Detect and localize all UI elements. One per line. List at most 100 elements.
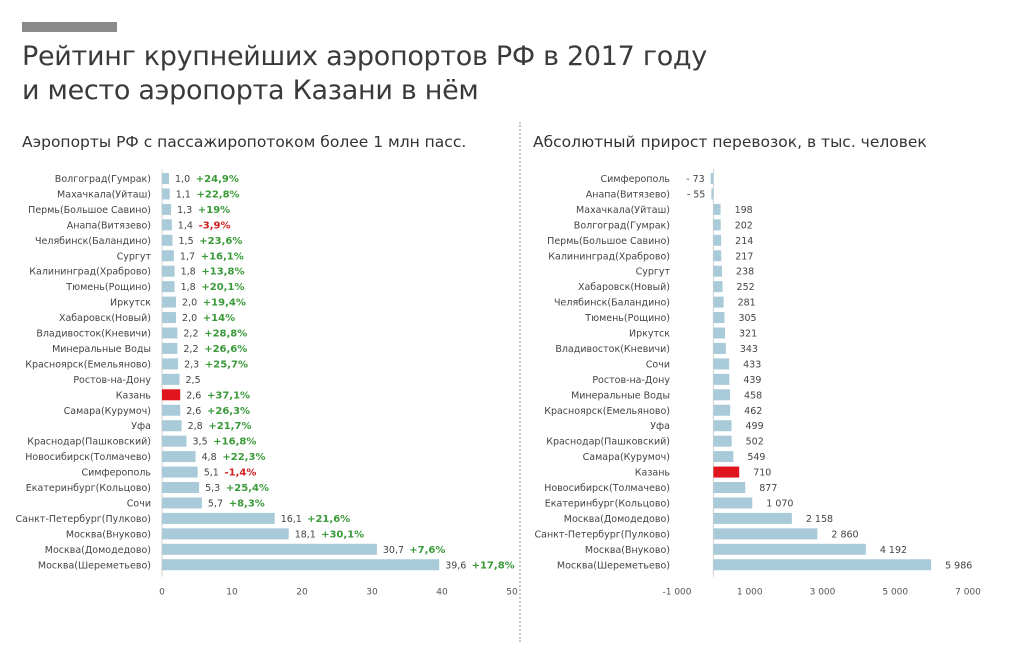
right-bar <box>713 528 818 540</box>
left-category-label: Санкт-Петербург(Пулково) <box>16 514 151 525</box>
right-bar <box>713 234 722 246</box>
right-value-label: 549 <box>747 452 765 463</box>
right-category-label: Екатеринбург(Кольцово) <box>545 498 670 509</box>
right-bar <box>713 404 731 416</box>
left-growth-label: +8,3% <box>229 498 265 509</box>
left-value-label: 1,8 <box>181 267 196 278</box>
right-bar <box>710 173 714 184</box>
left-growth-label: +21,7% <box>208 421 251 432</box>
left-value-label: 2,0 <box>182 298 197 309</box>
left-category-label: Новосибирск(Толмачево) <box>25 452 151 463</box>
left-growth-label: +16,8% <box>213 437 256 448</box>
left-bar <box>162 435 187 447</box>
left-category-label: Москва(Домодедово) <box>45 545 151 556</box>
right-value-label: 198 <box>735 205 753 216</box>
left-bar <box>162 188 170 200</box>
right-bar <box>713 342 726 354</box>
left-x-tick-label: 20 <box>296 588 308 598</box>
left-value-label: 1,8 <box>181 282 196 293</box>
right-category-label: Минеральные Воды <box>571 390 670 401</box>
left-category-label: Самара(Курумоч) <box>64 406 151 417</box>
right-bar <box>713 219 721 231</box>
left-category-label: Краснодар(Пашковский) <box>27 437 151 448</box>
left-growth-label: +14% <box>203 313 235 324</box>
right-value-label: 462 <box>744 406 762 417</box>
left-category-label: Калининград(Храброво) <box>29 267 151 278</box>
right-value-label: 2 158 <box>806 514 833 525</box>
right-category-label: Анапа(Витязево) <box>586 189 670 200</box>
left-value-label: 2,2 <box>183 344 198 355</box>
left-value-label: 1,1 <box>176 189 191 200</box>
left-growth-label: +26,3% <box>207 406 250 417</box>
right-value-label: 305 <box>738 313 756 324</box>
left-value-label: 4,8 <box>202 452 217 463</box>
right-category-label: Калининград(Храброво) <box>548 251 670 262</box>
right-category-label: Самара(Курумоч) <box>583 452 670 463</box>
left-growth-label: +17,8% <box>472 560 515 571</box>
right-value-label: 238 <box>736 267 754 278</box>
right-x-tick-label: 7 000 <box>955 588 981 598</box>
left-x-tick-label: 50 <box>506 588 518 598</box>
right-value-label: 1 070 <box>766 498 793 509</box>
left-value-label: 1,5 <box>179 236 194 247</box>
right-category-label: Махачкала(Уйташ) <box>576 205 670 216</box>
right-x-tick-label: 3 000 <box>810 588 836 598</box>
left-value-label: 3,5 <box>193 437 208 448</box>
left-category-label: Красноярск(Емельяново) <box>25 359 151 370</box>
right-value-label: 281 <box>738 298 756 309</box>
left-value-label: 39,6 <box>445 560 466 571</box>
right-chart-title: Абсолютный прирост перевозок, в тыс. чел… <box>533 133 927 151</box>
left-bar <box>162 296 176 308</box>
left-bar <box>162 203 172 215</box>
left-growth-label: -3,9% <box>199 220 231 231</box>
right-value-label: 502 <box>746 437 764 448</box>
title-line-2: и место аэропорта Казани в нём <box>22 75 479 106</box>
right-x-tick-label: 5 000 <box>882 588 908 598</box>
right-category-label: Пермь(Большое Савино) <box>547 236 670 247</box>
left-growth-label: +23,6% <box>199 236 242 247</box>
left-bar <box>162 404 181 416</box>
left-bar-highlight <box>162 389 181 401</box>
right-bar <box>713 265 723 277</box>
right-bar <box>713 482 746 493</box>
left-bar <box>162 358 179 370</box>
left-x-tick-label: 0 <box>159 588 165 598</box>
right-category-label: Иркутск <box>629 329 670 340</box>
right-bar <box>713 373 730 385</box>
right-value-label: 5 986 <box>945 560 972 571</box>
left-bar <box>162 373 180 385</box>
right-category-label: Тюмень(Рощино) <box>584 313 670 324</box>
left-category-label: Анапа(Витязево) <box>67 220 151 231</box>
title-accent-bar <box>22 22 117 32</box>
right-bar <box>713 281 723 293</box>
right-category-label: Москва(Внуково) <box>585 545 670 556</box>
left-bar <box>162 420 182 432</box>
left-value-label: 2,6 <box>186 390 201 401</box>
left-bar <box>162 482 200 493</box>
right-bar-highlight <box>713 466 740 478</box>
left-growth-label: +24,9% <box>196 174 239 185</box>
left-growth-label: +26,6% <box>204 344 247 355</box>
left-bar <box>162 512 275 524</box>
left-category-label: Хабаровск(Новый) <box>59 313 151 324</box>
left-category-label: Ростов-на-Дону <box>73 375 151 386</box>
left-chart-title: Аэропорты РФ с пассажиропотоком более 1 … <box>22 133 467 151</box>
left-value-label: 5,7 <box>208 498 223 509</box>
left-bar <box>162 342 178 354</box>
left-x-tick-label: 30 <box>366 588 378 598</box>
right-category-label: Новосибирск(Толмачево) <box>544 483 670 494</box>
right-category-label: Уфа <box>650 421 670 432</box>
title-line-1: Рейтинг крупнейших аэропортов РФ в 2017 … <box>22 41 707 72</box>
left-value-label: 5,3 <box>205 483 220 494</box>
left-category-label: Казань <box>116 390 152 401</box>
right-bar <box>713 358 730 370</box>
right-category-label: Санкт-Петербург(Пулково) <box>535 529 670 540</box>
right-bar <box>713 497 753 509</box>
left-value-label: 1,7 <box>180 251 195 262</box>
right-value-label: 214 <box>735 236 753 247</box>
left-growth-label: +37,1% <box>207 390 250 401</box>
right-value-label: 439 <box>743 375 761 386</box>
left-growth-label: +7,6% <box>409 545 445 556</box>
left-value-label: 5,1 <box>204 468 219 479</box>
right-category-label: Симферополь <box>601 174 671 185</box>
